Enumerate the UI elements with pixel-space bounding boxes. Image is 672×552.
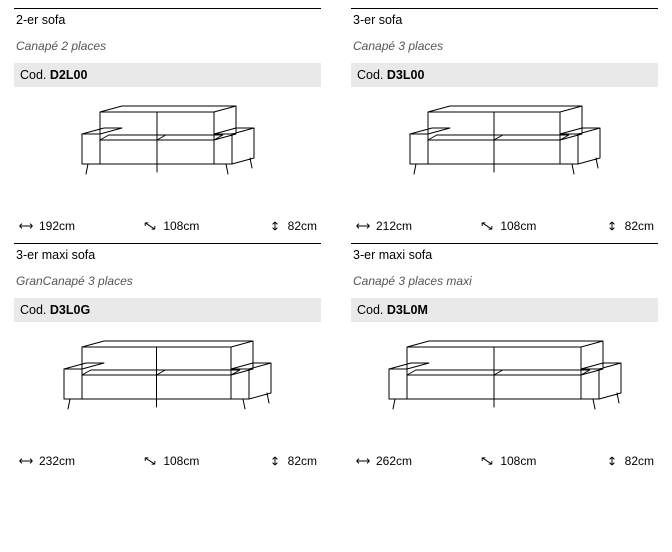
- product-subtitle: Canapé 2 places: [14, 29, 321, 63]
- width-icon: [355, 454, 371, 468]
- height-icon: [604, 219, 620, 233]
- product-subtitle: Canapé 3 places: [351, 29, 658, 63]
- dimensions-row: 192cm 108cm 82cm: [14, 215, 321, 243]
- height-icon: [267, 219, 283, 233]
- product-image: [351, 322, 658, 450]
- product-image: [14, 322, 321, 450]
- dim-depth-value: 108cm: [163, 454, 199, 468]
- sofa-line-drawing: [408, 104, 602, 199]
- dim-width: 192cm: [18, 219, 75, 233]
- product-title: 3-er maxi sofa: [14, 243, 321, 264]
- dim-width-value: 212cm: [376, 219, 412, 233]
- depth-icon: [142, 219, 158, 233]
- product-card: 3-er maxi sofa GranCanapé 3 places Cod. …: [14, 243, 321, 478]
- product-title: 3-er maxi sofa: [351, 243, 658, 264]
- width-icon: [355, 219, 371, 233]
- dim-height: 82cm: [267, 219, 317, 233]
- dim-depth: 108cm: [142, 219, 199, 233]
- product-code: Cod. D3L00: [351, 63, 658, 87]
- dim-depth: 108cm: [479, 219, 536, 233]
- code-value: D3L00: [387, 68, 425, 82]
- dim-width: 262cm: [355, 454, 412, 468]
- product-title: 2-er sofa: [14, 8, 321, 29]
- product-subtitle: Canapé 3 places maxi: [351, 264, 658, 298]
- dim-depth-value: 108cm: [163, 219, 199, 233]
- code-label: Cod.: [357, 303, 387, 317]
- dim-height: 82cm: [604, 219, 654, 233]
- dim-depth-value: 108cm: [500, 454, 536, 468]
- width-icon: [18, 219, 34, 233]
- sofa-line-drawing: [62, 339, 273, 434]
- dimensions-row: 212cm 108cm 82cm: [351, 215, 658, 243]
- product-grid: 2-er sofa Canapé 2 places Cod. D2L00 192…: [14, 8, 658, 478]
- height-icon: [267, 454, 283, 468]
- dim-height: 82cm: [604, 454, 654, 468]
- depth-icon: [479, 454, 495, 468]
- sofa-line-drawing: [387, 339, 623, 434]
- code-value: D3L0M: [387, 303, 428, 317]
- dim-width: 212cm: [355, 219, 412, 233]
- code-label: Cod.: [20, 68, 50, 82]
- dim-depth: 108cm: [142, 454, 199, 468]
- dim-width-value: 262cm: [376, 454, 412, 468]
- depth-icon: [142, 454, 158, 468]
- product-code: Cod. D2L00: [14, 63, 321, 87]
- dim-height: 82cm: [267, 454, 317, 468]
- product-card: 2-er sofa Canapé 2 places Cod. D2L00 192…: [14, 8, 321, 243]
- dim-depth: 108cm: [479, 454, 536, 468]
- code-value: D2L00: [50, 68, 88, 82]
- dim-height-value: 82cm: [288, 219, 317, 233]
- sofa-line-drawing: [80, 104, 256, 199]
- product-card: 3-er maxi sofa Canapé 3 places maxi Cod.…: [351, 243, 658, 478]
- depth-icon: [479, 219, 495, 233]
- dim-width-value: 192cm: [39, 219, 75, 233]
- product-image: [14, 87, 321, 215]
- dim-width: 232cm: [18, 454, 75, 468]
- dim-height-value: 82cm: [625, 454, 654, 468]
- code-label: Cod.: [20, 303, 50, 317]
- dim-width-value: 232cm: [39, 454, 75, 468]
- product-subtitle: GranCanapé 3 places: [14, 264, 321, 298]
- dimensions-row: 232cm 108cm 82cm: [14, 450, 321, 478]
- code-label: Cod.: [357, 68, 387, 82]
- product-code: Cod. D3L0G: [14, 298, 321, 322]
- dimensions-row: 262cm 108cm 82cm: [351, 450, 658, 478]
- product-code: Cod. D3L0M: [351, 298, 658, 322]
- dim-depth-value: 108cm: [500, 219, 536, 233]
- product-card: 3-er sofa Canapé 3 places Cod. D3L00 212…: [351, 8, 658, 243]
- height-icon: [604, 454, 620, 468]
- dim-height-value: 82cm: [288, 454, 317, 468]
- code-value: D3L0G: [50, 303, 90, 317]
- width-icon: [18, 454, 34, 468]
- dim-height-value: 82cm: [625, 219, 654, 233]
- product-title: 3-er sofa: [351, 8, 658, 29]
- product-image: [351, 87, 658, 215]
